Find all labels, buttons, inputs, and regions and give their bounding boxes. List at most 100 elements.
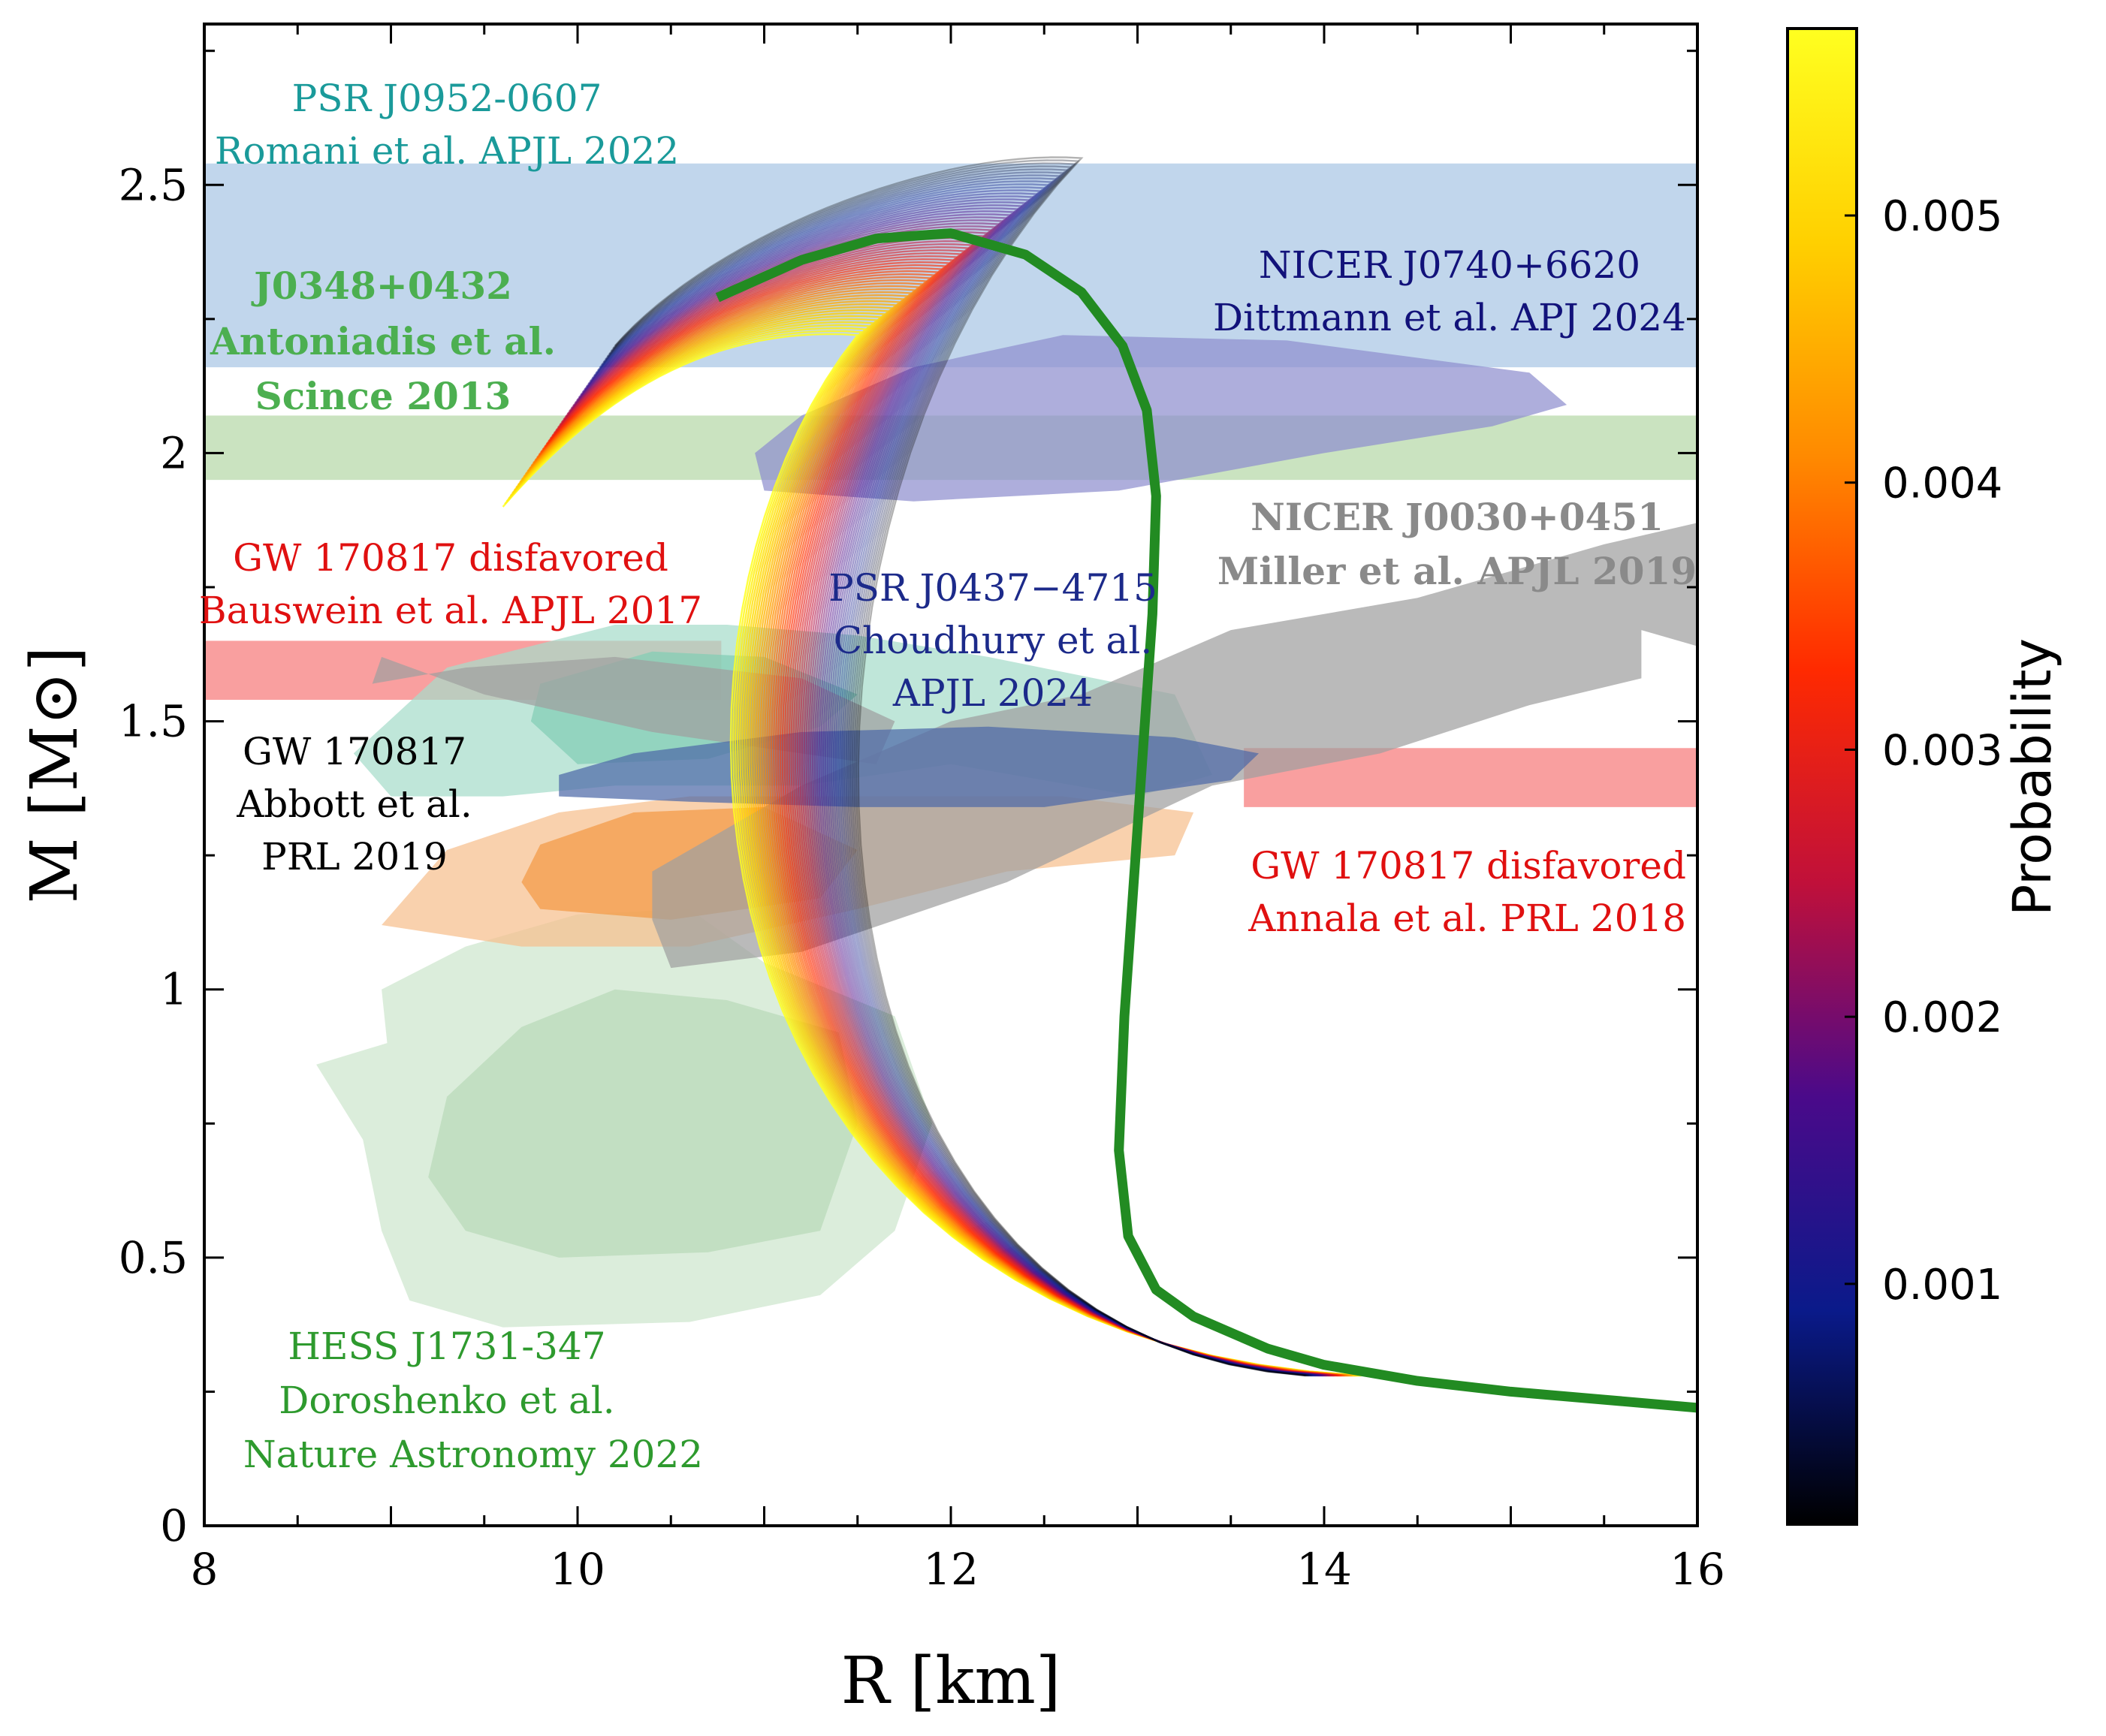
- annotation-annala-title: GW 170817 disfavored: [1251, 844, 1686, 888]
- eos-curve: [504, 330, 1361, 1377]
- axis-ticks: [203, 24, 1699, 1527]
- colorbar-label: Probability: [2002, 638, 2063, 916]
- eos-curve: [584, 204, 1321, 1377]
- eos-curve: [534, 282, 1346, 1377]
- eos-curve: [585, 201, 1320, 1377]
- eos-curve: [587, 198, 1319, 1377]
- eos-curve: [559, 243, 1333, 1377]
- annotation-nicer-j0740-title: NICER J0740+6620: [1259, 243, 1640, 287]
- y-tick-label: 1: [160, 964, 188, 1015]
- y-tick-label: 2.5: [119, 159, 188, 210]
- eos-curve: [505, 327, 1360, 1377]
- x-tick-label: 14: [1296, 1544, 1352, 1595]
- eos-curve: [548, 261, 1339, 1377]
- x-axis-label: R [km]: [841, 1644, 1061, 1719]
- eos-curve: [530, 288, 1347, 1377]
- eos-curve: [589, 195, 1318, 1377]
- region-hess_inner: [428, 989, 858, 1258]
- eos-curve: [593, 189, 1317, 1377]
- eos-curve: [540, 273, 1343, 1377]
- annotation-j0348-ref2: Scince 2013: [255, 374, 511, 418]
- constraint-regions: [316, 335, 1697, 1328]
- y-axis-label: M [M⊙]: [17, 646, 92, 904]
- eos-curve: [601, 177, 1313, 1377]
- annotation-psr-j0952-title: PSR J0952-0607: [292, 77, 602, 120]
- eos-ensemble-curves: [502, 156, 1362, 1377]
- annotation-gw-ref2: PRL 2019: [261, 835, 448, 879]
- eos-curve: [565, 234, 1331, 1377]
- eos-curve: [561, 240, 1332, 1377]
- eos-curve: [602, 174, 1311, 1377]
- eos-curve: [570, 225, 1328, 1377]
- eos-curve: [605, 171, 1311, 1377]
- eos-curve: [538, 276, 1344, 1377]
- y-tick-label: 0.5: [119, 1232, 188, 1283]
- annotation-psr-j0437-ref1: Choudhury et al.: [834, 619, 1153, 662]
- eos-curve: [545, 264, 1340, 1377]
- region-nicer_j0740: [755, 335, 1567, 502]
- annotation-psr-j0952-ref: Romani et al. APJL 2022: [215, 129, 679, 173]
- annotation-bauswein-ref: Bauswein et al. APJL 2017: [199, 589, 702, 632]
- colorbar-gradient: [1786, 27, 1858, 1526]
- plot-area: [204, 156, 1697, 1413]
- x-tick-label: 10: [550, 1544, 605, 1595]
- eos-curve: [508, 324, 1359, 1377]
- best-fit-curve-group: [715, 228, 1697, 1413]
- eos-curve: [542, 270, 1342, 1377]
- y-tick-label: 1.5: [119, 696, 188, 747]
- eos-curve: [576, 216, 1325, 1377]
- tick-labels: 8 10 12 14 16 0 0.5 1 1.5 2 2.5: [119, 159, 1725, 1595]
- x-tick-label: 12: [923, 1544, 979, 1595]
- annotation-nicer-j0740-ref: Dittmann et al. APJ 2024: [1213, 296, 1686, 339]
- annotation-nicer-j0030-title: NICER J0030+0451: [1251, 495, 1664, 539]
- colorbar: 0.001 0.002 0.003 0.004 0.005 Probability: [1786, 27, 2063, 1526]
- eos-curve: [513, 315, 1356, 1377]
- annotation-hess-title: HESS J1731-347: [288, 1325, 605, 1368]
- eos-curve: [502, 333, 1362, 1377]
- colorbar-tick-label: 0.002: [1882, 993, 2002, 1042]
- eos-curve: [569, 228, 1329, 1377]
- eos-curve: [566, 231, 1329, 1377]
- eos-curve: [515, 312, 1355, 1377]
- eos-curve: [529, 291, 1349, 1377]
- eos-curve: [612, 159, 1307, 1377]
- eos-curve: [610, 162, 1308, 1377]
- eos-curve: [553, 252, 1336, 1377]
- annotations: PSR J0952-0607 Romani et al. APJL 2022 J03…: [199, 77, 1697, 1476]
- eos-curve: [544, 267, 1341, 1377]
- colorbar-tick-label: 0.003: [1882, 726, 2002, 775]
- annotation-j0348-title: J0348+0432: [251, 264, 512, 308]
- eos-curve: [580, 210, 1323, 1377]
- eos-curve: [551, 255, 1337, 1377]
- annotation-j0348-ref1: Antoniadis et al.: [210, 319, 556, 363]
- eos-curve: [526, 294, 1350, 1377]
- eos-curve: [608, 165, 1309, 1377]
- annotation-gw-ref1: Abbott et al.: [236, 782, 472, 826]
- annotation-bauswein-title: GW 170817 disfavored: [233, 536, 668, 580]
- eos-curve: [581, 207, 1322, 1377]
- x-tick-label: 16: [1670, 1544, 1725, 1595]
- eos-curve: [557, 246, 1335, 1377]
- colorbar-tick-label: 0.005: [1882, 192, 2002, 241]
- annotation-annala-ref: Annala et al. PRL 2018: [1248, 897, 1686, 940]
- y-tick-label: 0: [160, 1500, 188, 1551]
- eos-curve: [595, 186, 1315, 1377]
- x-tick-label: 8: [191, 1544, 219, 1595]
- annotation-nicer-j0030-ref: Miller et al. APJL 2019: [1217, 549, 1697, 593]
- annotation-psr-j0437-title: PSR J0437−4715: [828, 566, 1157, 610]
- annotation-hess-ref2: Nature Astronomy 2022: [243, 1433, 703, 1476]
- eos-curve: [549, 258, 1338, 1377]
- eos-curve: [536, 279, 1345, 1377]
- eos-curve: [591, 192, 1317, 1377]
- eos-curve: [517, 309, 1354, 1377]
- colorbar-tick-label: 0.001: [1882, 1261, 2002, 1310]
- eos-curve: [523, 300, 1351, 1377]
- eos-curve: [521, 303, 1353, 1377]
- eos-curve: [614, 156, 1306, 1377]
- eos-curve: [525, 297, 1350, 1377]
- eos-curve: [572, 222, 1327, 1377]
- eos-curve: [563, 237, 1332, 1377]
- annotation-psr-j0437-ref2: APJL 2024: [892, 671, 1093, 715]
- annotation-gw-title: GW 170817: [243, 730, 466, 773]
